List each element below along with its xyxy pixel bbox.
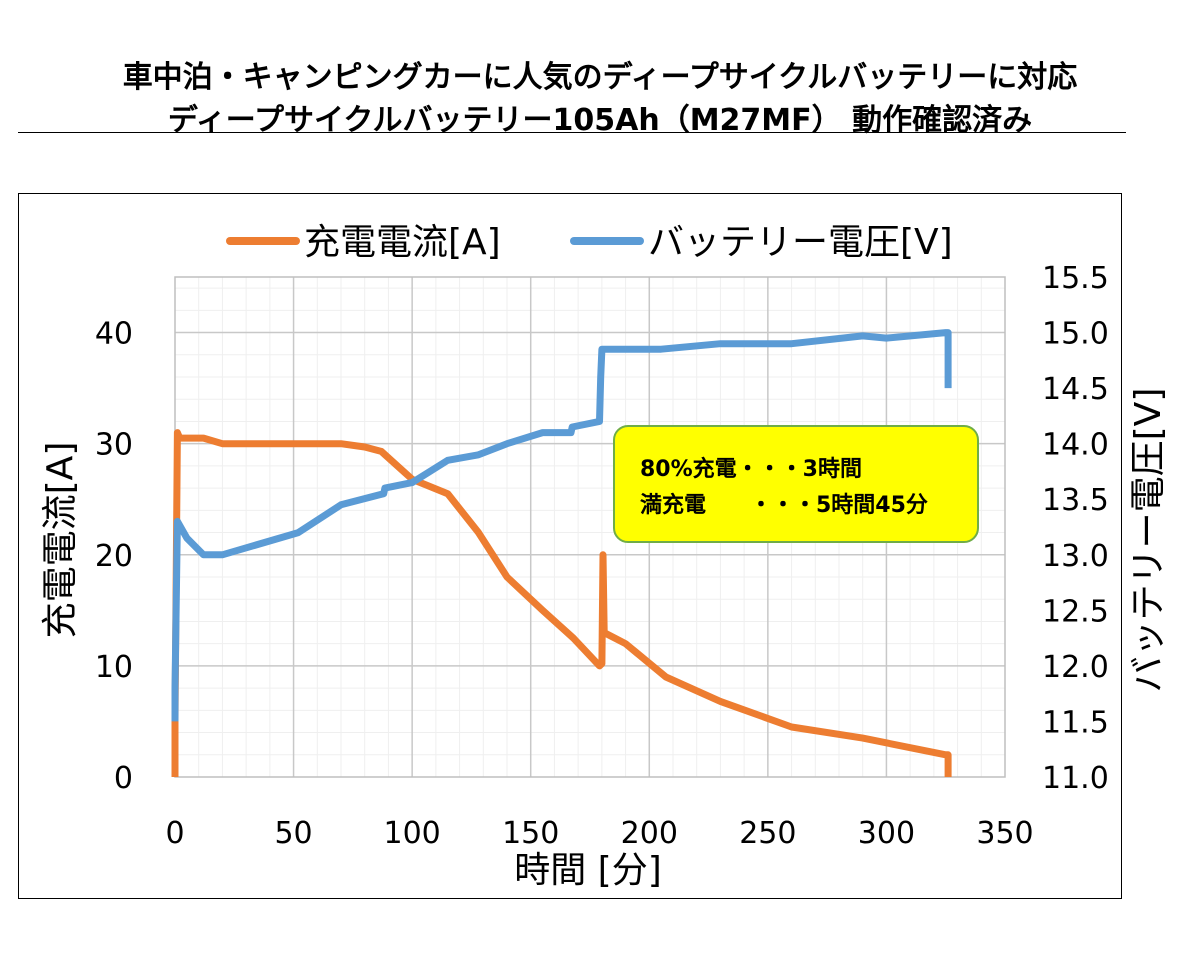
- chart-frame: [18, 193, 1122, 899]
- y-right-tick-label: 13.0: [1042, 539, 1109, 574]
- title-underline: [18, 132, 1126, 133]
- y-right-tick-label: 15.0: [1042, 317, 1109, 352]
- y-right-tick-label: 12.0: [1042, 650, 1109, 685]
- y-left-axis-title: 充電電流[A]: [40, 442, 81, 639]
- annotation-box: 80%充電・・・3時間 満充電 ・・・5時間45分: [613, 425, 979, 543]
- x-tick-label: 350: [976, 816, 1033, 851]
- x-tick-label: 200: [621, 816, 678, 851]
- y-left-tick-label: 30: [95, 428, 133, 463]
- x-tick-label: 150: [502, 816, 559, 851]
- y-right-axis-title: バッテリー電圧[V]: [1128, 388, 1169, 693]
- y-left-tick-label: 40: [95, 317, 133, 352]
- legend-label-voltage: バッテリー電圧[V]: [648, 222, 953, 263]
- y-left-tick-label: 20: [95, 539, 133, 574]
- legend: 充電電流[A] バッテリー電圧[V]: [226, 222, 953, 263]
- y-left-tick-labels: 0 10 20 30 40: [95, 317, 133, 796]
- y-right-tick-label: 11.0: [1042, 761, 1109, 796]
- annotation-background: [613, 425, 979, 543]
- y-left-tick-label: 0: [114, 761, 133, 796]
- annotation-line-1: 80%充電・・・3時間: [640, 456, 862, 482]
- y-left-tick-label: 10: [95, 650, 133, 685]
- x-tick-labels: 0 50 100 150 200 250 300 350: [165, 816, 1033, 851]
- y-right-tick-label: 13.5: [1042, 483, 1109, 518]
- y-right-tick-label: 11.5: [1042, 705, 1109, 740]
- x-axis-title: 時間 [分]: [514, 850, 662, 891]
- legend-label-current: 充電電流[A]: [304, 222, 501, 263]
- y-right-tick-label: 14.5: [1042, 372, 1109, 407]
- series-group: [171, 329, 952, 777]
- x-tick-label: 300: [858, 816, 915, 851]
- x-tick-label: 100: [384, 816, 441, 851]
- annotation-line-2: 満充電 ・・・5時間45分: [640, 492, 928, 518]
- page-title-line1: 車中泊・キャンピングカーに人気のディープサイクルバッテリーに対応: [122, 60, 1078, 95]
- y-right-tick-label: 12.5: [1042, 594, 1109, 629]
- x-tick-label: 50: [274, 816, 312, 851]
- x-tick-label: 250: [739, 816, 796, 851]
- series-line-voltage: [171, 329, 952, 722]
- x-tick-label: 0: [165, 816, 184, 851]
- series-line-current: [171, 429, 952, 777]
- y-right-tick-label: 14.0: [1042, 428, 1109, 463]
- y-right-tick-labels: 11.0 11.5 12.0 12.5 13.0 13.5 14.0 14.5 15.0 15.5: [1042, 261, 1109, 796]
- y-right-tick-label: 15.5: [1042, 261, 1109, 296]
